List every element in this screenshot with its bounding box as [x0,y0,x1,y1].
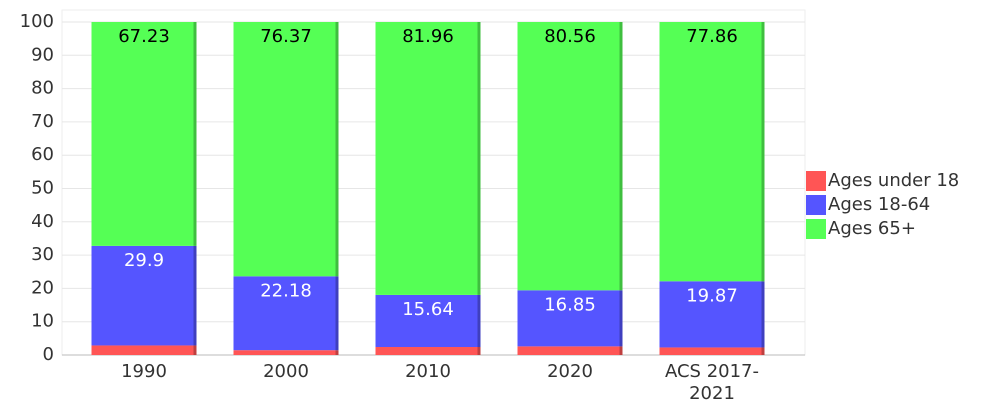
y-tick-label: 10 [31,311,54,332]
bar-segment [375,22,481,295]
bar-edge [619,346,623,355]
legend-label: Ages 65+ [828,218,916,239]
legend-swatch [806,195,826,215]
bar-edge [335,22,339,277]
x-tick-label: 1990 [121,361,167,382]
bar-edge [193,345,197,355]
bar-edge [193,22,197,246]
data-label: 16.85 [544,294,596,315]
data-label: 19.87 [686,285,738,306]
bar-edge [477,294,481,348]
data-label: 22.18 [260,280,312,301]
data-label: 15.64 [402,299,454,320]
y-tick-label: 50 [31,178,54,199]
y-tick-label: 40 [31,211,54,232]
y-tick-label: 100 [20,11,54,32]
bar-edge [761,347,765,355]
y-tick-label: 80 [31,78,54,99]
data-label: 67.23 [118,26,170,47]
bar-edge [619,290,623,347]
x-tick-label: ACS 2017-2021 [665,361,759,404]
bar-edge [193,245,197,346]
bar-edge [619,22,623,291]
bar-edge [761,22,765,282]
y-tick-label: 70 [31,111,54,132]
data-label: 80.56 [544,26,596,47]
data-label: 29.9 [124,250,164,271]
bar-edge [477,347,481,355]
legend-swatch [806,171,826,191]
legend-label: Ages 18-64 [828,194,930,215]
bar-segment [91,22,197,246]
x-tick-label: 2010 [405,361,451,382]
x-tick-label-line: 2021 [689,383,735,404]
bar-segment [517,290,623,347]
bar-segment [91,245,197,346]
x-tick-label: 2020 [547,361,593,382]
data-label: 76.37 [260,26,312,47]
y-tick-label: 20 [31,277,54,298]
y-tick-label: 0 [43,344,54,365]
legend-swatch [806,219,826,239]
y-tick-label: 30 [31,244,54,265]
bar-segment [233,350,339,355]
bar-segment [91,345,197,355]
bar-segment [233,276,339,351]
x-tick-label: 2000 [263,361,309,382]
bar-segment [659,22,765,282]
y-tick-label: 60 [31,144,54,165]
bar-edge [477,22,481,295]
bar-edge [761,281,765,348]
bar-segment [375,294,481,348]
bar-segment [375,347,481,355]
bar-edge [335,276,339,351]
bar-segment [517,346,623,355]
legend-label: Ages under 18 [828,170,959,191]
bar-segment [517,22,623,291]
bar-segment [659,347,765,355]
data-label: 77.86 [686,26,738,47]
bar-segment [233,22,339,277]
x-tick-label-line: ACS 2017- [665,361,759,382]
data-label: 81.96 [402,26,454,47]
y-tick-label: 90 [31,44,54,65]
bar-edge [335,350,339,355]
bar-segment [659,281,765,348]
